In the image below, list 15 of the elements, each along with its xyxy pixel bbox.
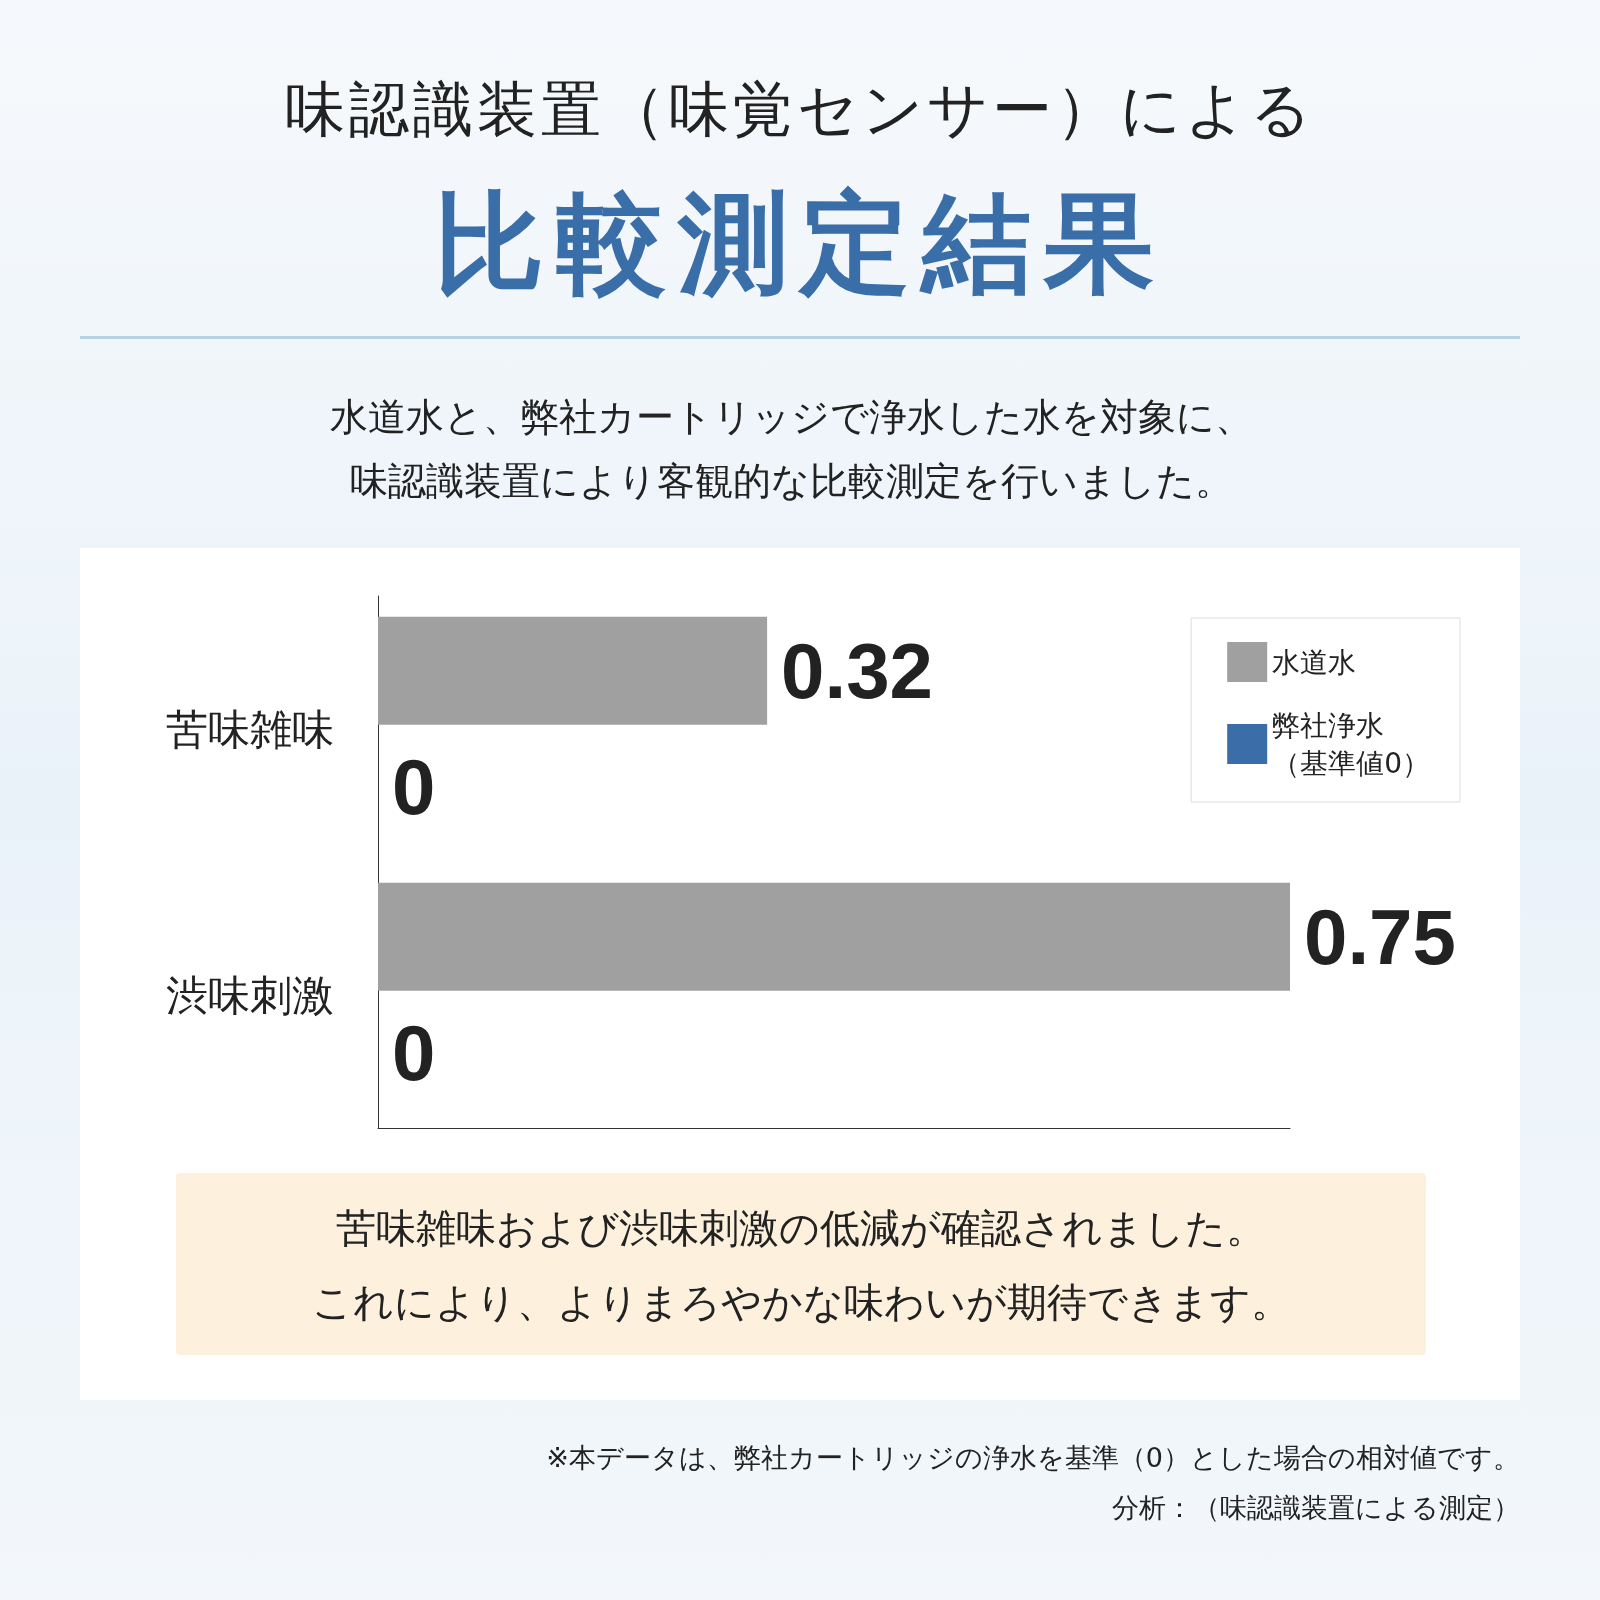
legend-label: 水道水	[1272, 645, 1357, 679]
text: 苦味雑味および渋味刺激の低減が確認されました。	[335, 1204, 1267, 1253]
text: 分析：（味認識装置による測定）	[1112, 1491, 1520, 1525]
data-label: 0.75	[1304, 892, 1456, 981]
text: これにより、よりまろやかな味わいが期待できます。	[310, 1278, 1292, 1327]
text: ※本データは、弊社カートリッジの浄水を基準（0）とした場合の相対値です。	[546, 1441, 1520, 1475]
data-label: 0.32	[781, 626, 933, 715]
legend-label: 弊社浄水（基準値0）	[1272, 708, 1431, 780]
data-label: 0	[392, 1009, 436, 1098]
text: 水道水と、弊社カートリッジで浄水した水を対象に、味認識装置により客観的な比較測定を行いました。	[330, 394, 1254, 505]
data-label: 0	[392, 743, 436, 832]
y-tick-label: 渋味刺激	[166, 970, 334, 1020]
chart-title: 味認識装置（味覚センサー）による	[284, 73, 1316, 146]
chart-subtitle: 比較測定結果	[433, 178, 1167, 309]
y-tick-label: 苦味雑味	[166, 704, 334, 754]
